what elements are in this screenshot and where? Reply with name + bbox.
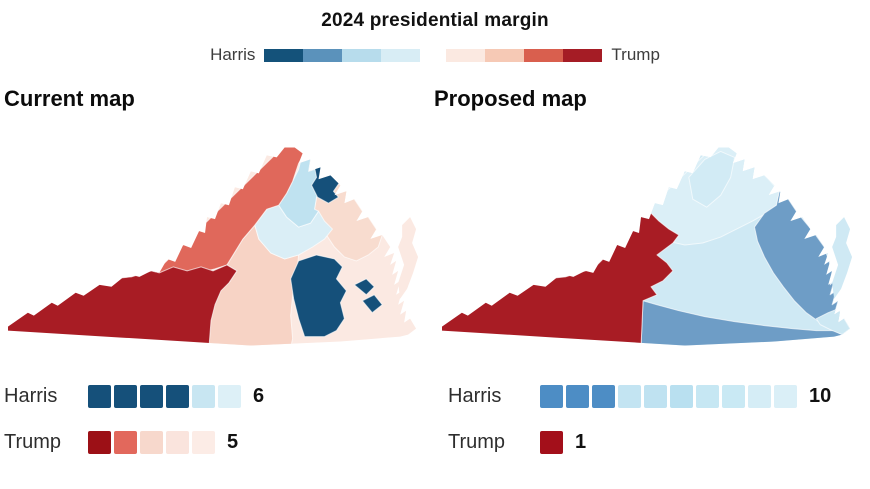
- district-proposed-eastern-shore: [832, 217, 853, 299]
- color-swatch: [540, 430, 563, 454]
- color-swatch: [774, 384, 797, 408]
- current-map-title: Current map: [4, 86, 135, 111]
- proposed-trump-row: Trump 1: [448, 429, 831, 455]
- district-current-tidewater-island-2: [361, 294, 383, 314]
- proposed-harris-count: 10: [809, 384, 832, 407]
- proposed-trump-label: Trump: [448, 430, 506, 453]
- scale-harris-label: Harris: [210, 45, 256, 64]
- color-swatch: [114, 384, 137, 408]
- district-current-southeast: [290, 254, 347, 338]
- proposed-map-title: Proposed map: [434, 86, 587, 111]
- color-swatch: [342, 48, 382, 62]
- proposed-map-virginia: [441, 147, 853, 346]
- scale-gradient-bar: [264, 48, 603, 62]
- proposed-harris-row: Harris 10: [448, 383, 831, 409]
- color-swatch: [381, 48, 421, 62]
- proposed-map-stats: Harris 10 Trump 1: [448, 383, 831, 475]
- district-current-tidewater-island-1: [353, 278, 375, 296]
- scale-harris-swatches: [264, 48, 421, 62]
- color-swatch: [264, 48, 304, 62]
- color-swatch: [192, 384, 215, 408]
- current-trump-row: Trump 5: [4, 429, 264, 455]
- color-swatch: [524, 48, 564, 62]
- current-harris-row: Harris 6: [4, 383, 264, 409]
- proposed-harris-seat-squares: [540, 384, 797, 408]
- scale-trump-label: Trump: [611, 45, 660, 64]
- color-swatch: [192, 430, 215, 454]
- district-current-southwest: [7, 264, 238, 346]
- color-swatch: [88, 384, 111, 408]
- color-swatch: [114, 430, 137, 454]
- color-swatch: [563, 48, 603, 62]
- color-swatch: [592, 384, 615, 408]
- margin-scale: Harris Trump: [0, 45, 870, 65]
- color-swatch: [696, 384, 719, 408]
- current-trump-seat-squares: [88, 430, 215, 454]
- color-swatch: [540, 384, 563, 408]
- current-harris-count: 6: [253, 384, 265, 407]
- color-swatch: [748, 384, 771, 408]
- color-swatch: [670, 384, 693, 408]
- current-map-stats: Harris 6 Trump 5: [4, 383, 264, 475]
- current-map-virginia: [7, 147, 419, 346]
- proposed-harris-label: Harris: [448, 384, 502, 407]
- color-swatch: [140, 430, 163, 454]
- color-swatch: [303, 48, 343, 62]
- proposed-trump-seat-squares: [540, 430, 563, 454]
- district-current-eastern-shore: [398, 217, 419, 299]
- color-swatch: [218, 384, 241, 408]
- color-swatch: [140, 384, 163, 408]
- current-harris-label: Harris: [4, 384, 58, 407]
- current-trump-count: 5: [227, 430, 239, 453]
- color-swatch: [446, 48, 486, 62]
- color-swatch: [722, 384, 745, 408]
- color-swatch: [566, 384, 589, 408]
- current-trump-label: Trump: [4, 430, 62, 453]
- scale-trump-swatches: [446, 48, 603, 62]
- proposed-trump-count: 1: [575, 430, 587, 453]
- color-swatch: [485, 48, 525, 62]
- color-swatch: [166, 430, 189, 454]
- color-swatch: [644, 384, 667, 408]
- current-harris-seat-squares: [88, 384, 241, 408]
- color-swatch: [618, 384, 641, 408]
- color-swatch: [88, 430, 111, 454]
- color-swatch: [166, 384, 189, 408]
- legend-title: 2024 presidential margin: [321, 10, 549, 31]
